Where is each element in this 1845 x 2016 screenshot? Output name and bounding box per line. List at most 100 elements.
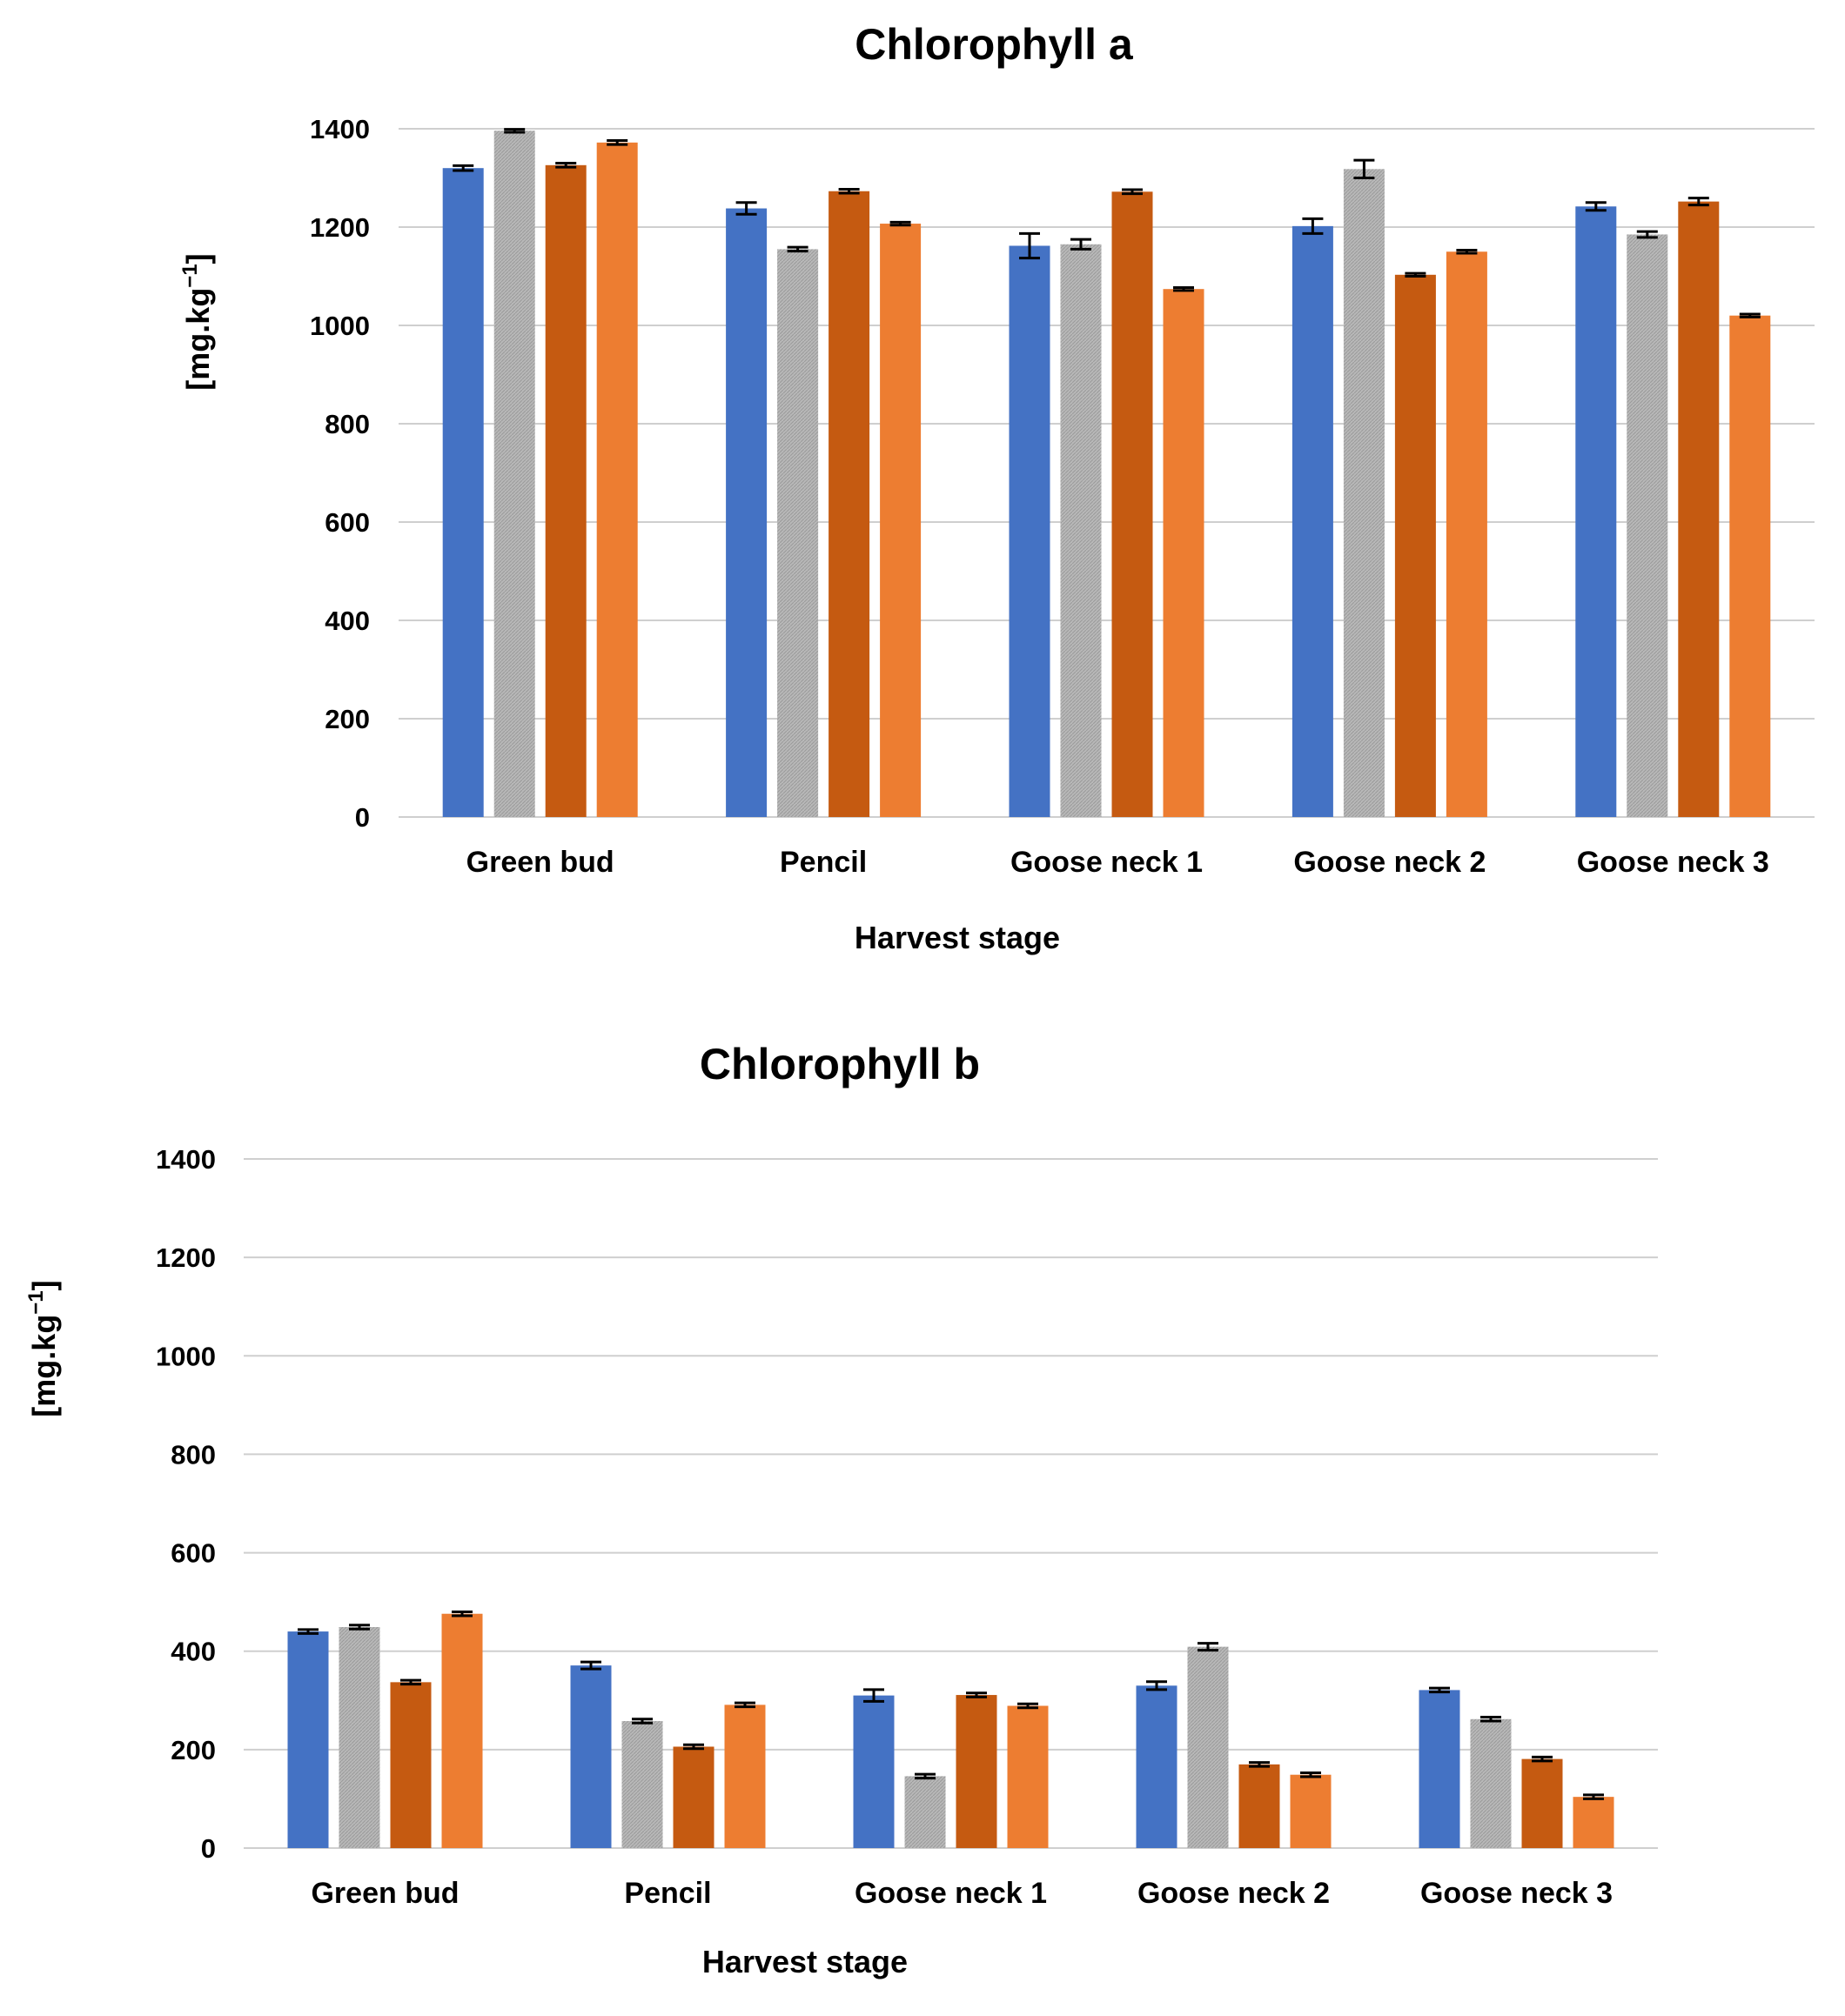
bar	[1187, 1646, 1229, 1848]
error-bar	[1687, 197, 1709, 207]
y-tick-label: 1000	[156, 1341, 216, 1371]
bar	[1470, 1718, 1512, 1848]
bar	[1060, 244, 1102, 817]
error-bar	[1405, 271, 1426, 278]
error-bar	[1353, 158, 1375, 179]
bar	[1343, 169, 1385, 817]
bar	[287, 1631, 329, 1848]
error-bars	[453, 128, 1761, 318]
x-axis-categories: Green bud Pencil Goose neck 1 Goose neck 2 G…	[466, 846, 1769, 879]
bar	[1678, 201, 1720, 817]
x-category-label: Goose neck 3	[1420, 1877, 1613, 1910]
bar	[1136, 1685, 1177, 1848]
bar	[673, 1746, 715, 1848]
error-bar	[1585, 201, 1607, 212]
error-bar	[1480, 1716, 1501, 1723]
y-tick-label: 800	[325, 409, 370, 439]
error-bar	[504, 128, 526, 134]
error-bar	[1532, 1755, 1553, 1763]
x-category-label: Goose neck 2	[1137, 1877, 1330, 1910]
error-bar	[1429, 1686, 1450, 1694]
bar	[956, 1695, 997, 1848]
bar	[1111, 191, 1153, 817]
bar	[1446, 251, 1487, 817]
bar	[1521, 1758, 1563, 1848]
error-bar	[1739, 312, 1761, 318]
error-bar	[580, 1660, 601, 1671]
error-bar	[1173, 285, 1194, 292]
y-tick-label: 0	[355, 802, 370, 833]
error-bar	[735, 201, 757, 216]
bar	[596, 142, 638, 817]
chlorophyll-a-chart: Chlorophyll a 0200400600800100012001400 …	[178, 20, 1815, 955]
error-bar	[889, 220, 911, 227]
y-axis-title-close: ]	[26, 1280, 62, 1290]
error-bar	[452, 1610, 473, 1617]
y-tick-label: 200	[325, 704, 370, 734]
error-bar	[915, 1772, 936, 1780]
error-bar	[1019, 231, 1040, 260]
x-category-label: Pencil	[624, 1877, 711, 1910]
bar	[724, 1705, 766, 1848]
error-bars	[298, 1610, 1604, 1800]
error-bar	[735, 1701, 755, 1709]
y-axis-title-exponent: −1	[24, 1290, 48, 1314]
y-axis-ticks: 0 200 400 600 800 1000 1200 1400	[310, 114, 370, 833]
bar	[1573, 1797, 1614, 1848]
y-tick-label: 400	[325, 606, 370, 636]
bar	[441, 1613, 483, 1848]
error-bar	[1017, 1702, 1038, 1710]
y-axis-title: [mg.kg−1]	[178, 253, 216, 390]
bars	[287, 1613, 1614, 1848]
error-bar	[1198, 1642, 1218, 1652]
error-bar	[1636, 230, 1658, 239]
error-bar	[632, 1718, 653, 1725]
error-bar	[838, 187, 860, 195]
x-axis-title: Harvest stage	[855, 920, 1060, 955]
error-bar	[683, 1743, 704, 1751]
error-bar	[1302, 217, 1324, 235]
x-axis-categories: Green bud Pencil Goose neck 1 Goose neck 2 G…	[311, 1877, 1613, 1910]
y-tick-label: 1400	[156, 1144, 216, 1175]
y-axis-ticks: 0 200 400 600 800 1000 1200 1400	[156, 1144, 216, 1864]
bar	[339, 1626, 380, 1848]
bar	[1729, 315, 1771, 817]
y-axis-title-main: [mg.kg	[26, 1315, 62, 1417]
bar	[1007, 1705, 1049, 1848]
y-tick-label: 1200	[156, 1242, 216, 1273]
x-category-label: Goose neck 3	[1577, 846, 1769, 879]
error-bar	[1146, 1680, 1167, 1691]
error-bar	[555, 162, 577, 169]
x-category-label: Goose neck 2	[1293, 846, 1486, 879]
error-bar	[966, 1691, 987, 1698]
y-axis-title-close: ]	[180, 253, 216, 264]
bars	[442, 131, 1771, 818]
y-tick-label: 1000	[310, 311, 370, 341]
bar	[621, 1721, 663, 1848]
error-bar	[787, 245, 808, 253]
chlorophyll-b-chart: Chlorophyll b 0200400600800100012001400 …	[24, 1040, 1658, 1979]
error-bar	[298, 1628, 319, 1635]
x-category-label: Pencil	[780, 846, 867, 879]
error-bar	[1300, 1771, 1321, 1778]
bar	[1575, 206, 1617, 817]
x-category-label: Goose neck 1	[1010, 846, 1203, 879]
error-bar	[1070, 238, 1091, 251]
y-tick-label: 1200	[310, 212, 370, 243]
bar	[904, 1776, 946, 1848]
x-category-label: Green bud	[466, 846, 614, 879]
bar	[853, 1695, 895, 1848]
bar	[1290, 1774, 1332, 1848]
chart-title: Chlorophyll a	[855, 20, 1134, 69]
y-axis-title-main: [mg.kg	[180, 288, 216, 391]
error-bar	[349, 1624, 370, 1631]
bar	[880, 224, 922, 817]
bar	[777, 249, 819, 817]
y-tick-label: 600	[171, 1538, 216, 1569]
y-tick-label: 0	[201, 1833, 216, 1864]
bar	[442, 168, 484, 817]
bar	[1238, 1764, 1280, 1848]
y-tick-label: 600	[325, 507, 370, 538]
